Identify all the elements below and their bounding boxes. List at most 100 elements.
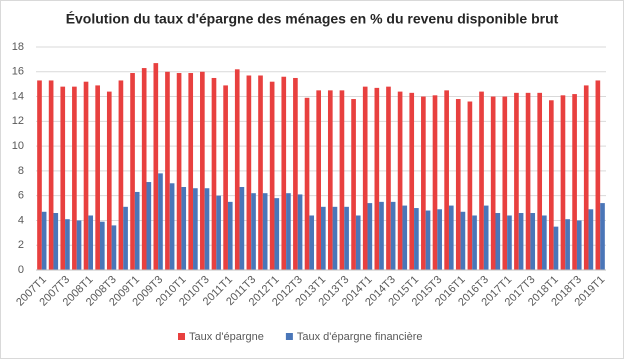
bar (76, 220, 82, 270)
y-tick-label: 12 (12, 115, 24, 127)
bar (65, 219, 70, 270)
bar (467, 101, 473, 270)
bar (106, 91, 112, 270)
bar (204, 188, 210, 270)
bar (321, 206, 326, 270)
bar (444, 90, 449, 270)
bar (239, 186, 245, 270)
bar (309, 215, 315, 270)
bar (293, 77, 298, 270)
bar (518, 213, 524, 270)
bar (460, 211, 466, 270)
bar (362, 86, 368, 271)
bar (472, 215, 477, 270)
bar (130, 73, 135, 271)
bar (502, 96, 508, 270)
y-tick-label: 2 (18, 239, 24, 251)
bar (304, 97, 310, 271)
bar (274, 198, 280, 270)
bar (169, 183, 175, 270)
bar (525, 92, 531, 270)
bar (53, 213, 59, 270)
bar (88, 215, 93, 270)
bar (351, 99, 356, 271)
bar (176, 73, 182, 271)
bar (448, 205, 454, 270)
bar (542, 215, 547, 270)
bar (437, 209, 442, 270)
bar (251, 193, 256, 270)
bar (227, 201, 233, 270)
bar (41, 211, 47, 270)
bar (344, 206, 349, 270)
bar (414, 208, 419, 270)
bar (576, 220, 582, 270)
bar (355, 215, 361, 270)
bar (223, 85, 228, 271)
bar (281, 76, 287, 270)
legend-swatch (285, 333, 293, 340)
bar (234, 69, 240, 270)
bar (553, 226, 559, 270)
bar (432, 95, 438, 270)
bar (146, 182, 152, 270)
bar (95, 85, 100, 271)
bar (200, 71, 205, 271)
bar (246, 75, 252, 270)
bar (339, 90, 345, 270)
bar (99, 221, 105, 270)
bar (181, 186, 187, 270)
bar (158, 173, 163, 270)
bar (397, 91, 403, 270)
bar (153, 63, 159, 270)
bar (297, 194, 303, 270)
y-tick-label: 14 (12, 90, 24, 102)
bar (367, 203, 373, 270)
bar (455, 99, 461, 271)
bar (379, 201, 384, 270)
legend-label: Taux d'épargne financière (297, 331, 423, 343)
bar (560, 95, 566, 270)
bar (118, 80, 124, 270)
y-tick-label: 0 (18, 264, 24, 276)
bar (572, 94, 577, 270)
bar (495, 213, 501, 270)
bar (111, 225, 117, 270)
bar (165, 71, 170, 271)
bar (425, 210, 431, 270)
bar (374, 87, 380, 270)
chart-title: Évolution du taux d'épargne des ménages … (66, 11, 559, 27)
bar (600, 203, 605, 270)
bar (490, 96, 496, 270)
bar (269, 81, 275, 270)
bar (48, 80, 54, 270)
bar (188, 73, 194, 271)
bar (37, 80, 42, 270)
bar (583, 85, 589, 271)
bar (530, 213, 536, 270)
bar (327, 90, 333, 270)
bar (595, 80, 601, 270)
bar (565, 219, 570, 270)
y-tick-label: 4 (18, 214, 24, 226)
y-tick-label: 16 (12, 66, 24, 78)
bar (421, 96, 426, 270)
bar (134, 191, 140, 270)
y-tick-label: 10 (12, 140, 24, 152)
legend-swatch (178, 333, 185, 340)
y-tick-label: 6 (18, 190, 24, 202)
bar (216, 195, 221, 270)
bar (588, 209, 594, 270)
bar (332, 206, 338, 270)
bar (83, 81, 89, 270)
bar (386, 86, 391, 271)
bar (193, 188, 198, 270)
bar (402, 205, 408, 270)
bar (409, 92, 415, 270)
bar (60, 86, 66, 271)
bar (537, 92, 543, 270)
y-tick-label: 8 (18, 165, 24, 177)
bar (479, 91, 484, 270)
